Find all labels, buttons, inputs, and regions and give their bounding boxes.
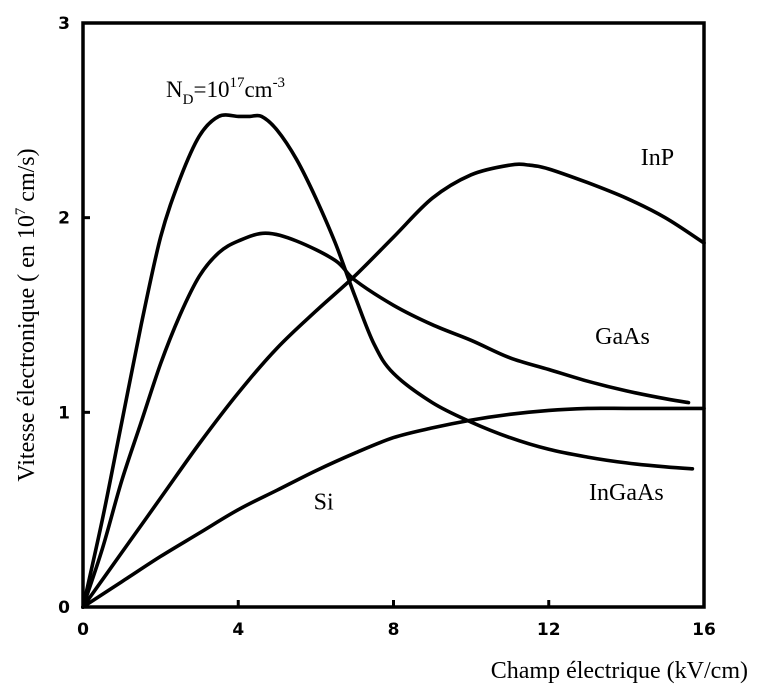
series-line-inp (81, 162, 706, 609)
series-labels: InP GaAs InGaAs Si (314, 145, 674, 516)
y-tick-label: 0 (58, 598, 70, 618)
doping-annotation-base: N (166, 77, 183, 102)
doping-annotation: ND=1017cm-3 (166, 75, 285, 108)
x-tick-label: 16 (692, 620, 716, 640)
y-tick-label: 1 (58, 403, 70, 423)
doping-annotation-sub: D (183, 92, 194, 108)
x-tick-label: 8 (388, 620, 400, 640)
y-tick-label: 2 (58, 209, 70, 229)
series-line-gaas (81, 231, 691, 609)
series-label-si: Si (314, 490, 334, 516)
y-axis-title-exponent: 7 (13, 207, 29, 215)
doping-annotation-mid: =10 (193, 77, 229, 102)
y-axis-title-prefix: Vitesse électronique ( en 10 (14, 215, 40, 481)
doping-annotation-sup: 17 (229, 75, 245, 91)
doping-annotation-unit-sup: -3 (273, 75, 286, 91)
series-curves (81, 113, 706, 609)
series-label-inp: InP (641, 145, 674, 171)
y-axis-title-suffix: cm/s) (14, 148, 40, 207)
x-tick-label: 4 (232, 620, 244, 640)
x-tick-label: 0 (77, 620, 89, 640)
series-label-gaas: GaAs (595, 324, 650, 350)
x-tick-label: 12 (537, 620, 561, 640)
series-line-ingaas (81, 113, 695, 609)
series-line-si (81, 406, 706, 609)
y-tick-label: 3 (58, 14, 70, 34)
y-axis-title: Vitesse électronique ( en 107 cm/s) (13, 148, 40, 481)
x-axis-title: Champ électrique (kV/cm) (491, 658, 748, 684)
doping-annotation-unit: cm (244, 77, 272, 102)
series-label-ingaas: InGaAs (589, 480, 664, 506)
y-axis-title-group: Vitesse électronique ( en 107 cm/s) (13, 148, 40, 481)
